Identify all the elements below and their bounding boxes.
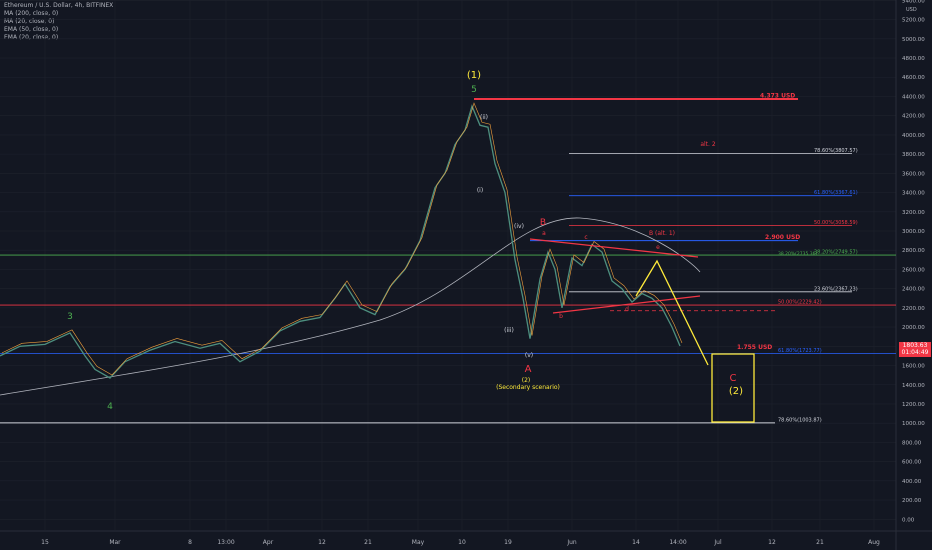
price-tick-label: 800.00	[902, 440, 922, 446]
projection-arrow	[635, 259, 709, 366]
level-label: 50.00%(2229.42)	[778, 300, 822, 306]
price-axis-unit: USD	[906, 7, 917, 13]
level-label: 38.20%(2735.36)	[778, 251, 818, 257]
level-label: 1.755 USD	[737, 344, 772, 351]
time-tick-label: 8	[188, 539, 192, 546]
indicator-ma20[interactable]: MA (20, close, 0)	[4, 18, 55, 25]
indicator-ema20[interactable]: EMA (20, close, 0)	[4, 34, 59, 41]
time-tick-label: 14:00	[669, 539, 686, 546]
wave-annotation: (2)	[522, 377, 531, 384]
time-tick-label: 12	[318, 539, 326, 546]
symbol-title: Ethereum / U.S. Dollar, 4h, BITFINEX	[4, 2, 114, 9]
wave-annotation: a	[542, 230, 546, 237]
level-label: 4.373 USD	[760, 93, 795, 100]
price-tick-label: 2400.00	[902, 287, 925, 293]
wave-annotation: (iv)	[514, 223, 524, 230]
wave-annotation: b	[559, 313, 563, 320]
level-label: 61.80%(1723.77)	[778, 348, 822, 354]
indicator-ema50[interactable]: EMA (50, close, 0)	[4, 26, 59, 33]
price-tick-label: 2600.00	[902, 267, 925, 273]
bar-countdown: 01:04:49	[901, 349, 929, 356]
time-tick-label: 15	[41, 539, 49, 546]
price-tick-label: 3200.00	[902, 210, 925, 216]
time-tick-label: 12	[768, 539, 776, 546]
price-tick-label: 1000.00	[902, 421, 925, 427]
time-tick-label: 10	[458, 539, 466, 546]
price-tick-label: 3600.00	[902, 171, 925, 177]
time-tick-label: 21	[816, 539, 824, 546]
triangle-upper-line	[529, 238, 699, 258]
wave-annotation: B	[540, 218, 546, 228]
wave-annotation: B (alt. 1)	[649, 230, 675, 237]
current-price: 1803.63	[902, 342, 928, 349]
price-tick-label: 3000.00	[902, 229, 925, 235]
time-tick-label: 19	[504, 539, 512, 546]
price-tick-label: 5400.00	[902, 0, 925, 4]
price-tick-label: 5000.00	[902, 37, 925, 43]
price-tick-label: 4800.00	[902, 56, 925, 62]
price-tick-label: 5200.00	[902, 18, 925, 24]
level-label: 61.80%(3367.61)	[814, 190, 858, 196]
time-tick-label: 14	[632, 539, 640, 546]
wave-annotation: 3	[67, 312, 73, 322]
price-tick-label: 2200.00	[902, 306, 925, 312]
price-tick-label: 2000.00	[902, 325, 925, 331]
wave-annotation: (ii)	[480, 114, 488, 121]
time-tick-label: 13:00	[217, 539, 234, 546]
time-tick-label: 21	[364, 539, 372, 546]
time-tick-label: Aug	[868, 539, 880, 546]
wave-annotation: (Secondary scenario)	[496, 384, 560, 391]
wave-annotation: alt. 2	[700, 141, 716, 148]
level-label: 78.60%(1003.87)	[778, 417, 822, 423]
price-tick-label: 4400.00	[902, 94, 925, 100]
price-tick-label: 4000.00	[902, 133, 925, 139]
wave-annotation: 5	[471, 85, 477, 95]
wave-annotation: (2)	[729, 386, 743, 397]
price-series-line	[0, 104, 681, 379]
wave-annotation: C	[730, 373, 737, 384]
price-tick-label: 200.00	[902, 498, 922, 504]
time-tick-label: Jun	[566, 539, 577, 546]
wave-annotation: d	[625, 306, 629, 313]
wave-annotation: (i)	[477, 187, 483, 194]
ema-line	[1, 102, 683, 376]
ma-200-line	[0, 217, 701, 396]
wave-annotation: e	[656, 244, 660, 251]
time-tick-label: Jul	[713, 539, 722, 546]
wave-annotation: (1)	[467, 70, 481, 81]
level-label: 38.20%(2749.57)	[814, 250, 858, 256]
level-label: 78.60%(3807.57)	[814, 148, 858, 154]
price-tick-label: 1600.00	[902, 364, 925, 370]
level-label: 2.900 USD	[765, 234, 800, 241]
wave-annotation: (v)	[525, 352, 533, 359]
time-tick-label: Mar	[109, 539, 121, 546]
wave-annotation: (iii)	[504, 327, 514, 334]
chart-legend: Ethereum / U.S. Dollar, 4h, BITFINEX MA …	[4, 2, 113, 42]
wave-annotation: c	[584, 234, 587, 241]
price-tick-label: 3400.00	[902, 191, 925, 197]
level-label: 23.60%(2367.23)	[814, 286, 858, 292]
level-label: 50.00%(3058.59)	[814, 220, 858, 226]
indicator-ma200[interactable]: MA (200, close, 0)	[4, 10, 59, 17]
price-tick-label: 3800.00	[902, 152, 925, 158]
current-price-tag: 1803.63 01:04:49	[899, 342, 931, 357]
time-tick-label: Apr	[263, 539, 274, 546]
time-tick-label: May	[412, 539, 425, 546]
price-tick-label: 4600.00	[902, 75, 925, 81]
wave-annotation: 4	[107, 402, 113, 412]
wave-annotation: A	[525, 364, 532, 375]
price-tick-label: 1200.00	[902, 402, 925, 408]
price-tick-label: 2800.00	[902, 248, 925, 254]
price-tick-label: 1400.00	[902, 383, 925, 389]
price-tick-label: 400.00	[902, 479, 922, 485]
price-tick-label: 4200.00	[902, 114, 925, 120]
price-tick-label: 0.00	[902, 517, 915, 523]
price-tick-label: 600.00	[902, 460, 922, 466]
target-zone-box	[711, 353, 755, 423]
